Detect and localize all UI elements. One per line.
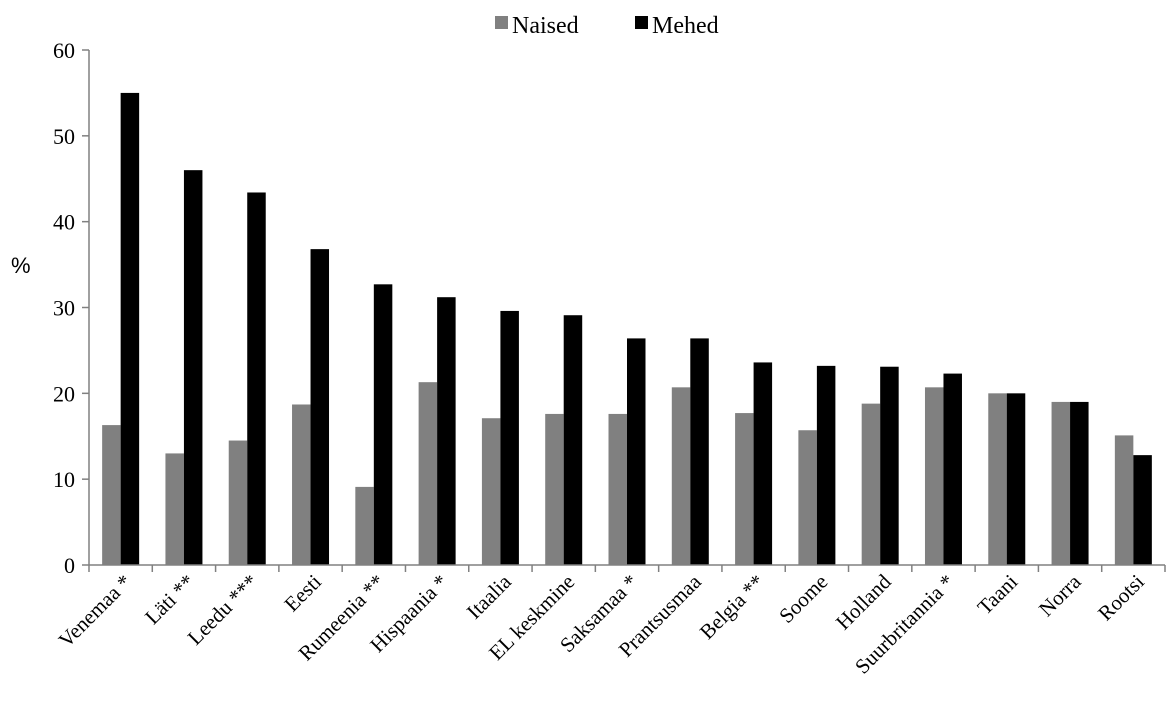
y-tick-label: 0 bbox=[64, 553, 75, 578]
bar-mehed bbox=[1006, 393, 1026, 565]
y-tick-label: 40 bbox=[53, 210, 75, 235]
bar-naised bbox=[671, 387, 691, 565]
bar-mehed bbox=[690, 338, 709, 565]
bar-naised bbox=[102, 425, 121, 565]
bar-naised bbox=[798, 430, 817, 565]
bar-mehed bbox=[120, 92, 140, 566]
bar-mehed bbox=[1133, 455, 1152, 565]
bar-naised bbox=[988, 393, 1007, 565]
bar-mehed bbox=[437, 297, 456, 565]
legend-label-naised: Naised bbox=[512, 13, 579, 39]
bar-naised bbox=[1114, 435, 1134, 565]
bar-mehed bbox=[627, 338, 646, 565]
bar-naised bbox=[1051, 401, 1071, 565]
y-tick-label: 30 bbox=[53, 296, 75, 321]
bar-naised bbox=[608, 413, 627, 565]
bar-naised bbox=[418, 382, 438, 565]
bar-mehed bbox=[816, 365, 836, 565]
x-category-label: Norra bbox=[1034, 569, 1086, 621]
bar-naised bbox=[545, 413, 564, 565]
bar-mehed bbox=[753, 362, 773, 565]
bar-mehed bbox=[880, 366, 899, 565]
y-tick-label: 10 bbox=[53, 467, 75, 492]
bar-naised bbox=[355, 486, 374, 565]
bar-mehed bbox=[943, 373, 962, 565]
y-tick-label: 60 bbox=[53, 38, 75, 63]
bar-naised bbox=[735, 413, 754, 565]
x-category-label: Itaalia bbox=[462, 569, 517, 624]
bar-mehed bbox=[183, 170, 203, 565]
x-category-label: Taani bbox=[973, 569, 1023, 619]
x-category-label: Rootsi bbox=[1093, 569, 1149, 625]
bar-naised bbox=[481, 418, 501, 565]
bar-naised bbox=[165, 453, 184, 565]
y-tick-label: 50 bbox=[53, 124, 75, 149]
legend-label-mehed: Mehed bbox=[652, 13, 719, 39]
x-category-label: Leedu *** bbox=[183, 570, 263, 650]
x-category-label: Soome bbox=[774, 570, 832, 628]
x-category-label: Belgia ** bbox=[695, 570, 769, 644]
bar-mehed bbox=[563, 315, 583, 565]
x-category-label: Eesti bbox=[279, 569, 326, 616]
bar-naised bbox=[861, 403, 881, 565]
x-category-label: Läti ** bbox=[140, 570, 199, 629]
legend: Naised Mehed bbox=[495, 13, 719, 39]
bar-naised bbox=[292, 404, 311, 565]
bar-mehed bbox=[310, 249, 330, 565]
bar-mehed bbox=[1070, 401, 1089, 565]
x-category-label: Venemaa * bbox=[54, 570, 137, 653]
legend-swatch-mehed bbox=[635, 16, 648, 29]
y-tick-label: 20 bbox=[53, 381, 75, 406]
bar-mehed bbox=[247, 192, 266, 565]
bar-naised bbox=[228, 440, 248, 565]
y-axis-label: % bbox=[11, 253, 31, 278]
bar-naised bbox=[924, 387, 944, 565]
bar-mehed bbox=[500, 310, 519, 565]
bar-mehed bbox=[373, 284, 393, 565]
legend-swatch-naised bbox=[495, 16, 508, 29]
